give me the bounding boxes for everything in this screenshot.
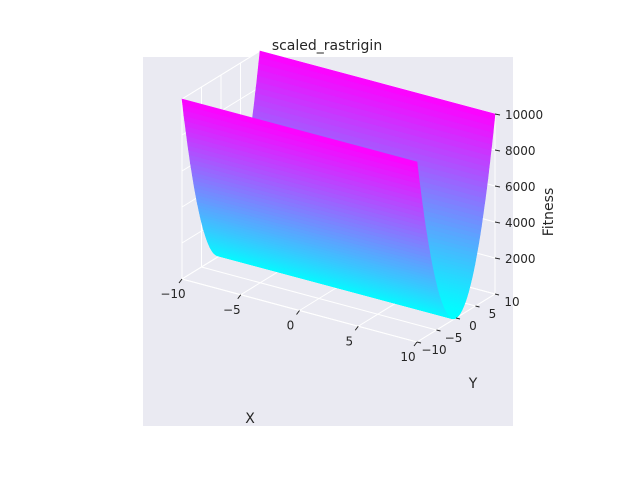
y-tick-mark bbox=[455, 317, 461, 320]
y-axis-label: Y bbox=[468, 376, 478, 392]
x-tick-label: −5 bbox=[223, 303, 241, 317]
surface-strip bbox=[181, 98, 418, 169]
x-axis-label: X bbox=[245, 411, 255, 427]
y-tick-mark bbox=[436, 329, 441, 332]
chart-title: scaled_rastrigin bbox=[272, 38, 382, 54]
z-tick-label: 6000 bbox=[505, 180, 536, 194]
z-tick-label: 8000 bbox=[505, 144, 536, 158]
x-tick-label: −10 bbox=[160, 287, 185, 301]
z-tick-mark bbox=[494, 257, 501, 260]
y-tick-label: 5 bbox=[489, 307, 497, 321]
z-tick-mark bbox=[494, 149, 501, 152]
y-tick-mark bbox=[475, 305, 480, 308]
x-tick-mark bbox=[413, 341, 418, 347]
x-tick-mark bbox=[354, 325, 359, 331]
z-tick-mark bbox=[494, 113, 501, 116]
x-tick-mark bbox=[296, 310, 300, 315]
x-tick-label: 0 bbox=[287, 319, 295, 333]
surface-plot bbox=[181, 50, 496, 320]
y-tick-mark bbox=[494, 293, 500, 296]
z-tick-mark bbox=[494, 185, 501, 188]
z-tick-label: 4000 bbox=[505, 216, 536, 230]
y-tick-label: −5 bbox=[445, 331, 463, 345]
y-tick-label: 0 bbox=[469, 319, 477, 333]
gridline-y-floor bbox=[201, 266, 437, 331]
z-tick-label: 2000 bbox=[505, 252, 536, 266]
x-tick-label: 5 bbox=[345, 334, 353, 348]
z-axis-label: Fitness bbox=[541, 188, 557, 237]
gridline-z-left bbox=[181, 50, 261, 100]
y-tick-mark bbox=[416, 341, 422, 344]
y-tick-label: 10 bbox=[504, 295, 519, 309]
x-tick-mark bbox=[237, 294, 242, 300]
z-tick-label: 10000 bbox=[505, 108, 543, 122]
y-tick-label: −10 bbox=[421, 343, 446, 357]
x-tick-mark bbox=[178, 278, 183, 284]
z-tick-mark bbox=[494, 221, 501, 224]
x-tick-label: 10 bbox=[400, 350, 415, 364]
